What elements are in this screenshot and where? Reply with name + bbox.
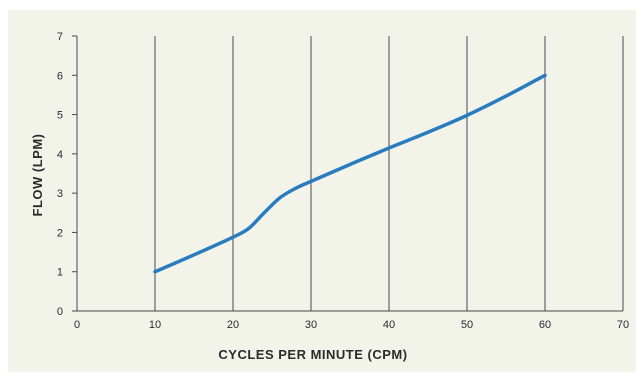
y-tick-label-1: 1 xyxy=(57,267,63,279)
y-tick-label-3: 3 xyxy=(57,188,63,200)
series-layer xyxy=(153,73,547,274)
x-tick-label-70: 70 xyxy=(617,319,629,331)
series-line-0 xyxy=(153,73,547,274)
axes xyxy=(72,35,623,312)
x-tick-label-30: 30 xyxy=(305,319,317,331)
y-tick-label-0: 0 xyxy=(57,306,63,318)
y-axis-title: FLOW (LPM) xyxy=(30,134,45,217)
x-tick-label-40: 40 xyxy=(383,319,395,331)
y-tick-label-5: 5 xyxy=(57,110,63,122)
x-tick-label-50: 50 xyxy=(461,319,473,331)
x-tick-label-10: 10 xyxy=(149,319,161,331)
x-axis-title: CYCLES PER MINUTE (CPM) xyxy=(218,347,407,362)
y-tick-label-7: 7 xyxy=(57,31,63,43)
grid-lines xyxy=(154,36,624,311)
y-tick-label-2: 2 xyxy=(57,227,63,239)
y-tick-label-6: 6 xyxy=(57,70,63,82)
x-tick-label-0: 0 xyxy=(74,319,80,331)
y-tick-label-4: 4 xyxy=(57,149,63,161)
x-tick-label-20: 20 xyxy=(227,319,239,331)
x-tick-label-60: 60 xyxy=(539,319,551,331)
chart-panel: 0 1 2 3 4 5 6 7 0 10 20 30 40 50 60 70 CYCLES PER MINUT… xyxy=(8,10,636,372)
